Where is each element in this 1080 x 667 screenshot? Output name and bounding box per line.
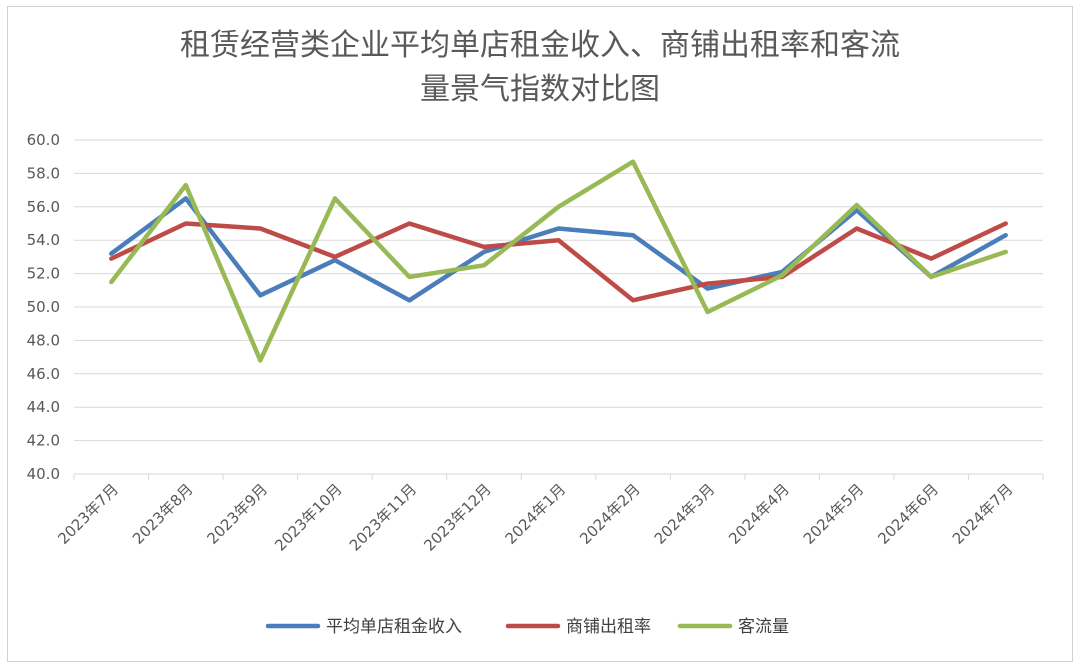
y-axis-ticks: 40.0 42.0 44.0 46.0 48.0 50.0 52.0 54.0 56.0 58.0… <box>27 131 60 483</box>
x-tick-label: 2023年10月 <box>271 480 345 554</box>
y-tick-label: 46.0 <box>27 365 60 383</box>
legend-label-0: 平均单店租金收入 <box>326 617 462 637</box>
x-tick-label: 2024年3月 <box>651 480 719 548</box>
y-tick-label: 56.0 <box>27 198 60 216</box>
y-tick-label: 54.0 <box>27 231 60 249</box>
series-lines <box>109 159 1008 363</box>
y-tick-label: 40.0 <box>27 465 60 483</box>
y-tick-label: 42.0 <box>27 432 60 450</box>
x-tick-label: 2024年5月 <box>800 480 868 548</box>
series-line-1 <box>109 221 1008 303</box>
y-tick-label: 52.0 <box>27 265 60 283</box>
x-tick-label: 2024年7月 <box>949 480 1017 548</box>
x-tick-label: 2023年8月 <box>129 480 197 548</box>
y-tick-label: 48.0 <box>27 331 60 349</box>
chart-title-line-2: 量景气指数对比图 <box>420 72 660 107</box>
x-tick-label: 2024年1月 <box>502 480 570 548</box>
chart-frame <box>7 6 1073 662</box>
x-tick-label: 2024年6月 <box>874 480 942 548</box>
gridlines <box>73 139 1044 480</box>
legend-label-2: 客流量 <box>738 617 789 637</box>
x-tick-label: 2023年12月 <box>420 480 494 554</box>
chart-title-line-1: 租赁经营类企业平均单店租金收入、商铺出租率和客流 <box>180 28 900 63</box>
y-tick-label: 60.0 <box>27 131 60 149</box>
series-line-2 <box>109 159 1008 363</box>
y-tick-label: 44.0 <box>27 398 60 416</box>
y-tick-label: 58.0 <box>27 164 60 182</box>
series-line-0 <box>109 196 1008 303</box>
y-tick-label: 50.0 <box>27 298 60 316</box>
x-tick-label: 2024年2月 <box>576 480 644 548</box>
x-tick-label: 2023年11月 <box>346 480 420 554</box>
x-tick-label: 2024年4月 <box>725 480 793 548</box>
x-tick-label: 2023年9月 <box>203 480 271 548</box>
x-axis-ticks: 2023年7月 2023年8月 2023年9月 2023年10月 2023年11月 202… <box>54 480 1016 554</box>
x-tick-label: 2023年7月 <box>54 480 122 548</box>
legend-label-1: 商铺出租率 <box>566 617 651 637</box>
legend: 平均单店租金收入 商铺出租率 客流量 <box>265 617 789 637</box>
